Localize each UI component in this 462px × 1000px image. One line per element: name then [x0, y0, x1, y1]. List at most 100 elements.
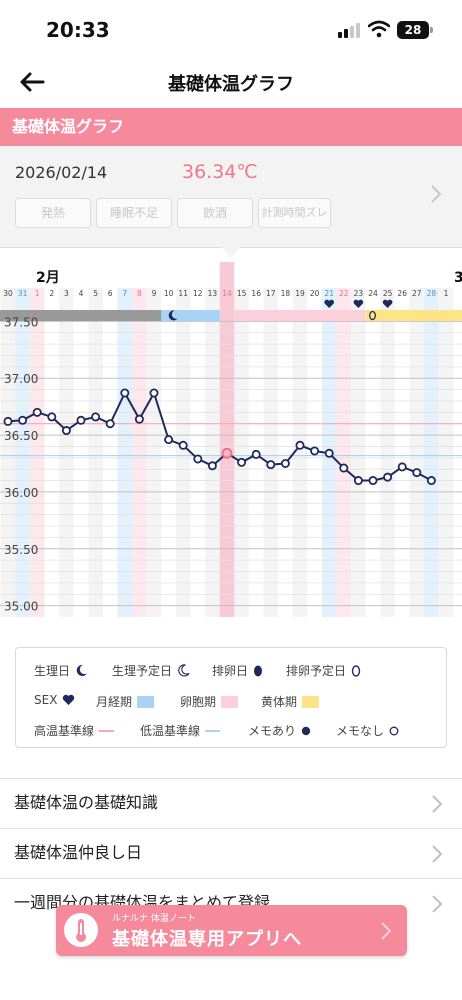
- chart-column-bg: [59, 288, 74, 617]
- temperature-point[interactable]: [120, 388, 130, 398]
- temperature-point[interactable]: [221, 447, 233, 459]
- page-title: 基礎体温グラフ: [168, 74, 294, 95]
- temperature-point[interactable]: [149, 388, 159, 398]
- day-tick-label: 23: [354, 289, 364, 298]
- tag-lack-of-sleep[interactable]: 睡眠不足: [96, 198, 172, 228]
- list-item-fertile-days[interactable]: 基礎体温仲良し日: [0, 828, 462, 878]
- nav-bar: 基礎体温グラフ: [0, 58, 462, 106]
- tag-fever[interactable]: 発熱: [15, 198, 91, 228]
- temperature-point[interactable]: [76, 415, 86, 425]
- ovulation-outline-icon: [351, 665, 361, 677]
- chart-column-bg: [409, 288, 425, 617]
- temperature-point[interactable]: [280, 458, 290, 468]
- temperature-point[interactable]: [397, 462, 407, 472]
- temperature-point[interactable]: [368, 476, 378, 486]
- temperature-point[interactable]: [383, 472, 393, 482]
- temperature-point[interactable]: [178, 440, 188, 450]
- memo-filled-icon: [301, 726, 311, 735]
- temperature-point[interactable]: [412, 468, 422, 478]
- day-tick-label: 8: [137, 289, 142, 298]
- temperature-point[interactable]: [32, 407, 42, 417]
- temperature-point[interactable]: [18, 415, 28, 425]
- luteal-phase-swatch: [302, 695, 320, 708]
- y-tick-label: 35.00: [4, 600, 38, 614]
- temperature-point[interactable]: [426, 476, 436, 486]
- chart-column-bg: [336, 288, 352, 617]
- period-start-marker: [168, 310, 178, 321]
- temperature-point[interactable]: [266, 460, 276, 470]
- day-tick-label: 2: [49, 289, 54, 298]
- chevron-right-icon[interactable]: [430, 184, 442, 204]
- temperature-point[interactable]: [47, 412, 57, 422]
- memo-outline-icon: [389, 726, 399, 735]
- list-item-basics[interactable]: 基礎体温の基礎知識: [0, 778, 462, 828]
- thermometer-icon-svg: [76, 919, 86, 942]
- temperature-chart[interactable]: 2月 3 30 31 1 2 3 4 5 6 7 8 9 10 11 12 13 14 15 16 17 18 19 20 21…: [0, 262, 462, 622]
- temperature-point[interactable]: [295, 440, 305, 450]
- chart-column-bg: [380, 288, 395, 617]
- day-tick-label: 27: [412, 289, 422, 298]
- next-month-label: 3: [454, 270, 462, 286]
- chevron-right-icon: [432, 845, 442, 863]
- chart-column-bg: [73, 288, 89, 617]
- temperature-point[interactable]: [91, 412, 101, 422]
- day-tick-label: 11: [178, 289, 188, 298]
- crescent-outline-icon: [178, 664, 190, 677]
- chart-column-bg: [394, 288, 410, 617]
- day-tick-label: 24: [368, 289, 378, 298]
- legend-sex-label: SEX: [34, 693, 58, 707]
- banner-title: 基礎体温専用アプリへ: [112, 929, 302, 950]
- list-item-basics-label: 基礎体温の基礎知識: [14, 793, 159, 812]
- chart-column-bg: [44, 288, 60, 617]
- tag-drinking[interactable]: 飲酒: [177, 198, 253, 228]
- legend-period-label: 生理日: [34, 664, 71, 678]
- phase-bar-menstrual: [161, 310, 220, 321]
- temperature-point[interactable]: [193, 454, 203, 464]
- y-tick-label: 35.50: [4, 543, 38, 557]
- day-tick-label: 17: [266, 289, 276, 298]
- chart-column-bg: [263, 288, 279, 617]
- day-tick-label: 7: [122, 289, 127, 298]
- banner-subtitle: ルナルナ 体温ノート: [112, 914, 196, 924]
- legend-follicular-phase: 卵胞期: [180, 693, 239, 710]
- temperature-chart-svg[interactable]: 2月 330 31 1 2 3 4 5 6 7 8 9 10 11 12 13 14 15 16 17 18 19 20 21…: [0, 262, 462, 622]
- chart-column-bg: [234, 288, 249, 617]
- day-tick-label: 1: [35, 289, 40, 298]
- tag-time-shift[interactable]: 計測時間ズレ: [258, 198, 331, 228]
- temperature-point[interactable]: [324, 448, 334, 458]
- legend-expected-ovulation-label: 排卵予定日: [286, 664, 347, 678]
- chart-column-bg: [190, 288, 206, 617]
- day-tick-label: 20: [310, 289, 320, 298]
- back-button[interactable]: [12, 66, 52, 98]
- temperature-point[interactable]: [105, 419, 115, 429]
- legend-expected-period: 生理予定日: [112, 662, 190, 679]
- chevron-right-icon: [432, 795, 442, 813]
- app-banner-button[interactable]: ルナルナ 体温ノート 基礎体温専用アプリへ: [56, 905, 407, 956]
- temperature-point[interactable]: [251, 449, 261, 459]
- temperature-point[interactable]: [339, 463, 349, 473]
- temperature-point[interactable]: [207, 461, 217, 471]
- high-line-swatch: [99, 729, 115, 732]
- y-tick-label: 36.00: [4, 486, 38, 500]
- record-panel[interactable]: 2026/02/14 36.34℃ 発熱 睡眠不足 飲酒 計測時間ズレ: [0, 146, 462, 248]
- legend-luteal-phase-label: 黄体期: [261, 695, 298, 709]
- temperature-point[interactable]: [134, 414, 144, 424]
- day-tick-label: 18: [281, 289, 291, 298]
- day-tick-label: 5: [93, 289, 98, 298]
- legend-period: 生理日: [34, 662, 88, 679]
- battery-cap: [430, 27, 433, 33]
- temperature-point[interactable]: [164, 435, 174, 445]
- chart-column-bg: [175, 288, 191, 617]
- chart-column-bg: [351, 288, 366, 617]
- temperature-point[interactable]: [353, 476, 363, 486]
- low-line-swatch: [205, 729, 221, 732]
- legend: 生理日 生理予定日 排卵日 排卵予定日 SEX 月経期 卵胞期 黄体期 高温基準…: [15, 647, 447, 748]
- temperature-point[interactable]: [237, 457, 247, 467]
- record-temperature: 36.34℃: [182, 161, 258, 183]
- temperature-point[interactable]: [3, 416, 13, 426]
- sex-heart-marker: [353, 299, 364, 308]
- list-item-fertile-days-label: 基礎体温仲良し日: [14, 843, 143, 862]
- temperature-point[interactable]: [310, 446, 320, 456]
- day-tick-label: 12: [193, 289, 203, 298]
- temperature-point[interactable]: [61, 426, 71, 436]
